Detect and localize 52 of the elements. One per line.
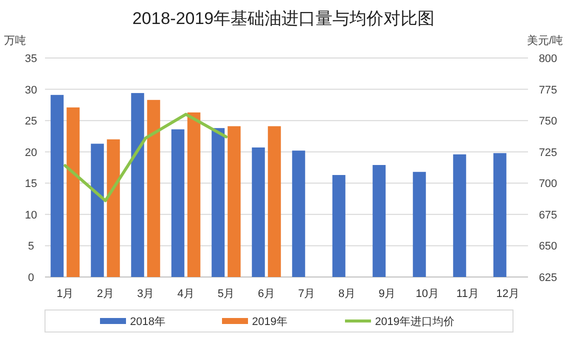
x-tick-label: 2月 xyxy=(96,288,114,300)
x-tick-label: 11月 xyxy=(456,288,479,300)
y-tick-label: 35 xyxy=(24,53,38,65)
y-tick-label: 15 xyxy=(24,178,38,190)
bar xyxy=(66,107,80,277)
y-tick-label: 10 xyxy=(24,209,38,222)
x-tick-label: 8月 xyxy=(338,288,356,300)
legend-label: 2019年 xyxy=(252,316,288,328)
y-tick-label: 30 xyxy=(24,84,38,96)
x-tick-label: 12月 xyxy=(496,288,520,300)
bar xyxy=(187,112,200,277)
bar xyxy=(171,129,184,277)
y2-tick-label: 700 xyxy=(538,178,558,190)
y2-tick-label: 775 xyxy=(538,84,558,96)
bar xyxy=(453,154,466,277)
y2-tick-label: 625 xyxy=(538,272,558,284)
x-tick-label: 3月 xyxy=(137,288,154,300)
bar xyxy=(412,172,426,277)
chart-title: 2018-2019年基础油进口量与均价对比图 xyxy=(132,9,435,28)
bar xyxy=(292,150,306,277)
bar xyxy=(212,128,225,277)
bar xyxy=(332,175,346,277)
x-tick-label: 4月 xyxy=(177,288,194,300)
x-tick-label: 9月 xyxy=(378,288,396,300)
y-tick-label: 20 xyxy=(24,146,38,159)
bar xyxy=(372,164,386,277)
bar xyxy=(147,100,160,277)
y2-axis-title: 美元/吨 xyxy=(526,34,563,47)
bar xyxy=(106,139,120,277)
x-tick-label: 1月 xyxy=(56,288,74,300)
legend-label: 2019年进口均价 xyxy=(375,315,454,328)
bar xyxy=(493,153,506,277)
x-tick-label: 7月 xyxy=(298,288,316,300)
bar xyxy=(131,93,144,277)
y2-tick-label: 675 xyxy=(538,209,558,222)
y-tick-label: 0 xyxy=(28,272,34,284)
bar xyxy=(252,147,265,277)
bar xyxy=(268,126,281,277)
x-tick-label: 6月 xyxy=(258,288,275,300)
bar xyxy=(50,94,64,277)
y-tick-label: 5 xyxy=(28,240,34,253)
y2-tick-label: 650 xyxy=(538,240,558,253)
y-axis-title: 万吨 xyxy=(4,34,26,47)
bar xyxy=(90,144,104,277)
y2-tick-label: 800 xyxy=(538,53,558,65)
bar xyxy=(228,126,241,277)
y-tick-label: 25 xyxy=(24,116,38,128)
legend-label: 2018年 xyxy=(130,316,166,328)
y2-tick-label: 725 xyxy=(538,146,558,159)
x-tick-label: 10月 xyxy=(416,288,439,300)
x-tick-label: 5月 xyxy=(218,288,235,300)
y2-tick-label: 750 xyxy=(538,116,558,128)
